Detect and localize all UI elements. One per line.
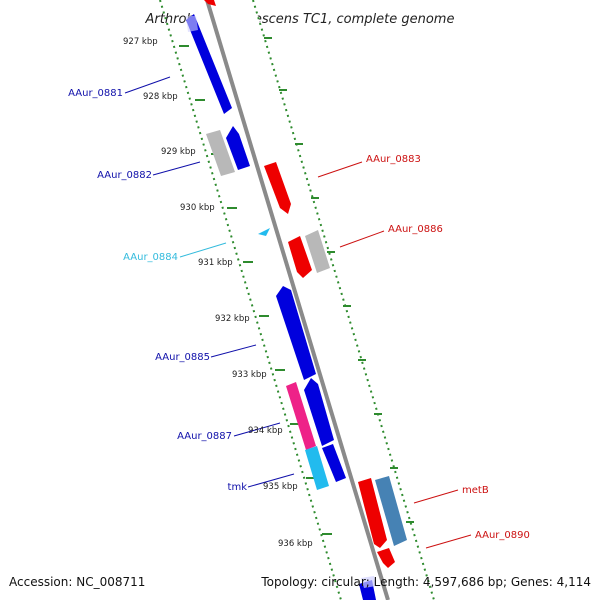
gene-feature-red[interactable] — [204, 0, 216, 6]
gene-feature-tmk-blue[interactable] — [322, 444, 346, 482]
gene-feature-tmk[interactable] — [305, 446, 329, 490]
leader-line — [317, 161, 363, 178]
tick-label: 930 kbp — [180, 203, 215, 213]
accession-text: Accession: NC_008711 — [9, 575, 145, 589]
gene-label-aaur-0882[interactable]: AAur_0882 — [97, 170, 152, 181]
gene-label-aaur-0881[interactable]: AAur_0881 — [68, 88, 123, 99]
tick-label: 936 kbp — [278, 539, 313, 549]
gene-label-aaur-0885[interactable]: AAur_0885 — [155, 352, 210, 363]
gene-feature-metb[interactable] — [358, 478, 387, 548]
gene-label-aaur-0883[interactable]: AAur_0883 — [366, 154, 421, 165]
tick-label: 935 kbp — [263, 482, 298, 492]
leader-line — [425, 534, 472, 549]
gene-feature-aaur-0887-blue[interactable] — [304, 378, 334, 446]
gene-label-aaur-0890[interactable]: AAur_0890 — [475, 530, 530, 541]
leader-line — [179, 242, 227, 258]
gene-feature-aaur-0884[interactable] — [258, 228, 270, 236]
gene-feature-aaur-0883[interactable] — [264, 162, 291, 214]
gene-feature-highlight — [361, 576, 376, 588]
leader-line — [152, 161, 201, 176]
tick-label: 927 kbp — [123, 37, 158, 47]
leader-line — [124, 76, 171, 94]
gene-feature-aaur-0882-gray[interactable] — [206, 130, 235, 176]
gene-feature-aaur-0882[interactable] — [226, 126, 250, 170]
gene-feature-steel[interactable] — [375, 476, 407, 546]
map-track-area — [124, 0, 472, 600]
right-tick-marks — [264, 37, 414, 523]
gene-label-metb[interactable]: metB — [462, 485, 489, 496]
gene-feature-aaur-0890[interactable] — [377, 548, 395, 568]
right-track-line — [252, 0, 435, 600]
leader-line — [210, 344, 257, 358]
tick-label: 933 kbp — [232, 370, 267, 380]
gene-feature-aaur-0886[interactable] — [288, 236, 312, 278]
genome-backbone — [205, 0, 390, 600]
gene-label-aaur-0887[interactable]: AAur_0887 — [177, 431, 232, 442]
tick-label: 932 kbp — [215, 314, 250, 324]
leader-lines — [124, 76, 472, 549]
left-track-line — [159, 0, 342, 600]
leader-line — [233, 422, 281, 437]
topology-text: Topology: circular; Length: 4,597,686 bp… — [260, 575, 591, 589]
tick-label: 931 kbp — [198, 258, 233, 268]
tick-label: 928 kbp — [143, 92, 178, 102]
gene-label-aaur-0884[interactable]: AAur_0884 — [123, 252, 178, 263]
gene-label-tmk[interactable]: tmk — [228, 482, 248, 493]
leader-line — [247, 473, 295, 488]
leader-line — [413, 489, 459, 504]
gene-label-aaur-0886[interactable]: AAur_0886 — [388, 224, 443, 235]
leader-line — [339, 230, 385, 248]
gene-feature-aaur-0886-gray[interactable] — [305, 230, 330, 273]
gene-feature-aaur-0881[interactable] — [186, 14, 232, 114]
gene-feature-aaur-0887[interactable] — [286, 382, 316, 450]
tick-label: 934 kbp — [248, 426, 283, 436]
tick-label: 929 kbp — [161, 147, 196, 157]
gene-features — [186, 0, 407, 600]
gene-labels: AAur_0881 AAur_0882 AAur_0883 AAur_0884 … — [68, 88, 530, 541]
gene-feature-highlight — [186, 16, 198, 32]
tick-labels: 927 kbp 928 kbp 929 kbp 930 kbp 931 kbp … — [123, 37, 313, 549]
gene-feature-aaur-0885[interactable] — [276, 286, 316, 380]
